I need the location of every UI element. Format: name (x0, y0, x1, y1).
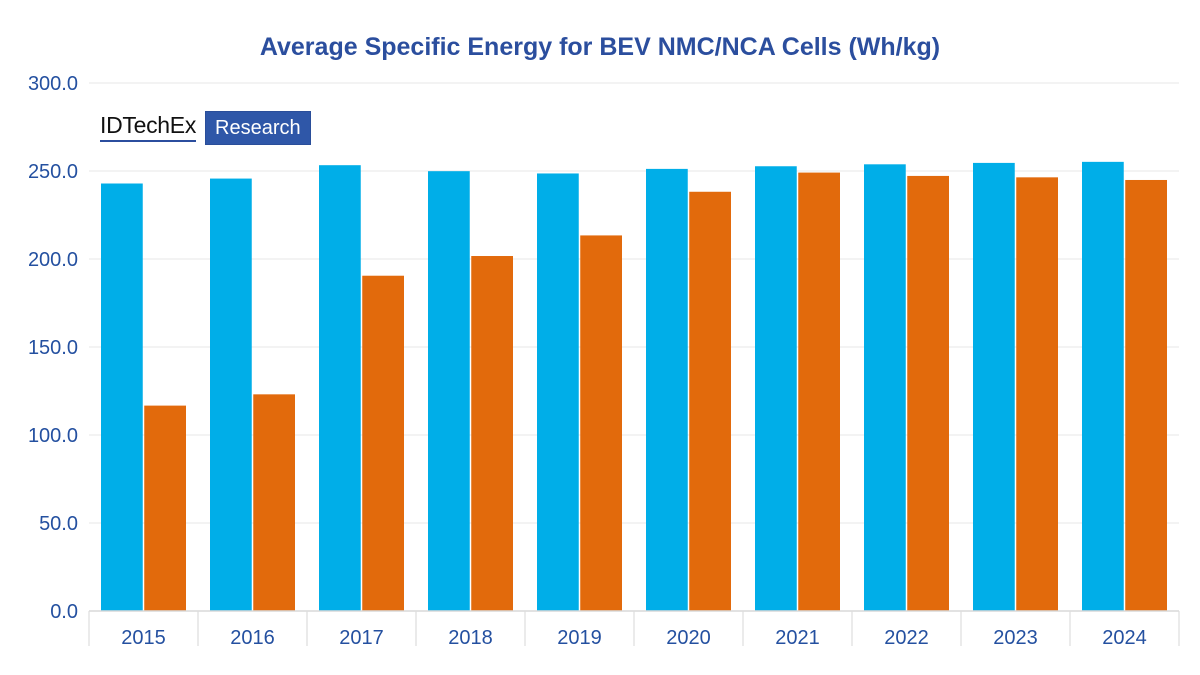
x-tick-label: 2021 (775, 627, 820, 649)
bar-orange-2021 (798, 172, 840, 611)
y-tick-label: 50.0 (39, 513, 78, 535)
y-tick-label: 150.0 (28, 337, 78, 359)
logo-brand-text: IDTechEx (100, 111, 196, 142)
bar-blue-2024 (1082, 161, 1124, 611)
bar-blue-2019 (537, 173, 579, 611)
bar-blue-2020 (646, 168, 688, 611)
x-tick-label: 2018 (448, 627, 493, 649)
x-tick-label: 2017 (339, 627, 384, 649)
x-tick-label: 2020 (666, 627, 711, 649)
bar-blue-2017 (319, 165, 361, 611)
bar-blue-2023 (973, 162, 1015, 611)
x-tick-label: 2023 (993, 627, 1038, 649)
bar-blue-2021 (755, 166, 797, 611)
x-tick-label: 2019 (557, 627, 602, 649)
x-axis (88, 610, 1180, 646)
idtechex-logo: IDTechEx Research (100, 111, 311, 145)
gridlines (89, 82, 1179, 524)
y-tick-label: 200.0 (28, 249, 78, 271)
bar-orange-2024 (1125, 179, 1167, 612)
y-tick-label: 300.0 (28, 73, 78, 95)
bar-orange-2022 (907, 175, 949, 611)
bars (101, 161, 1167, 612)
bar-orange-2023 (1016, 177, 1058, 611)
x-tick-label: 2024 (1102, 627, 1147, 649)
bar-blue-2016 (210, 178, 252, 611)
x-axis-ticks: 2015 2016 2017 2018 2019 2020 2021 2022 2023 2024 (121, 627, 1147, 649)
bar-orange-2015 (144, 405, 186, 611)
bar-orange-2018 (471, 256, 513, 611)
bar-blue-2015 (101, 183, 143, 611)
x-tick-label: 2015 (121, 627, 166, 649)
bar-blue-2022 (864, 164, 906, 611)
bar-blue-2018 (428, 171, 470, 611)
bar-orange-2019 (580, 235, 622, 612)
y-axis-ticks: 0.0 50.0 100.0 150.0 200.0 250.0 300.0 (28, 73, 78, 623)
chart-title: Average Specific Energy for BEV NMC/NCA … (260, 33, 940, 61)
bar-orange-2017 (362, 275, 404, 611)
bar-orange-2016 (253, 394, 295, 611)
y-tick-label: 100.0 (28, 425, 78, 447)
x-tick-label: 2022 (884, 627, 929, 649)
y-tick-label: 250.0 (28, 161, 78, 183)
logo-research-badge: Research (205, 111, 311, 145)
y-tick-label: 0.0 (50, 601, 78, 623)
x-tick-label: 2016 (230, 627, 275, 649)
bar-orange-2020 (689, 191, 731, 611)
